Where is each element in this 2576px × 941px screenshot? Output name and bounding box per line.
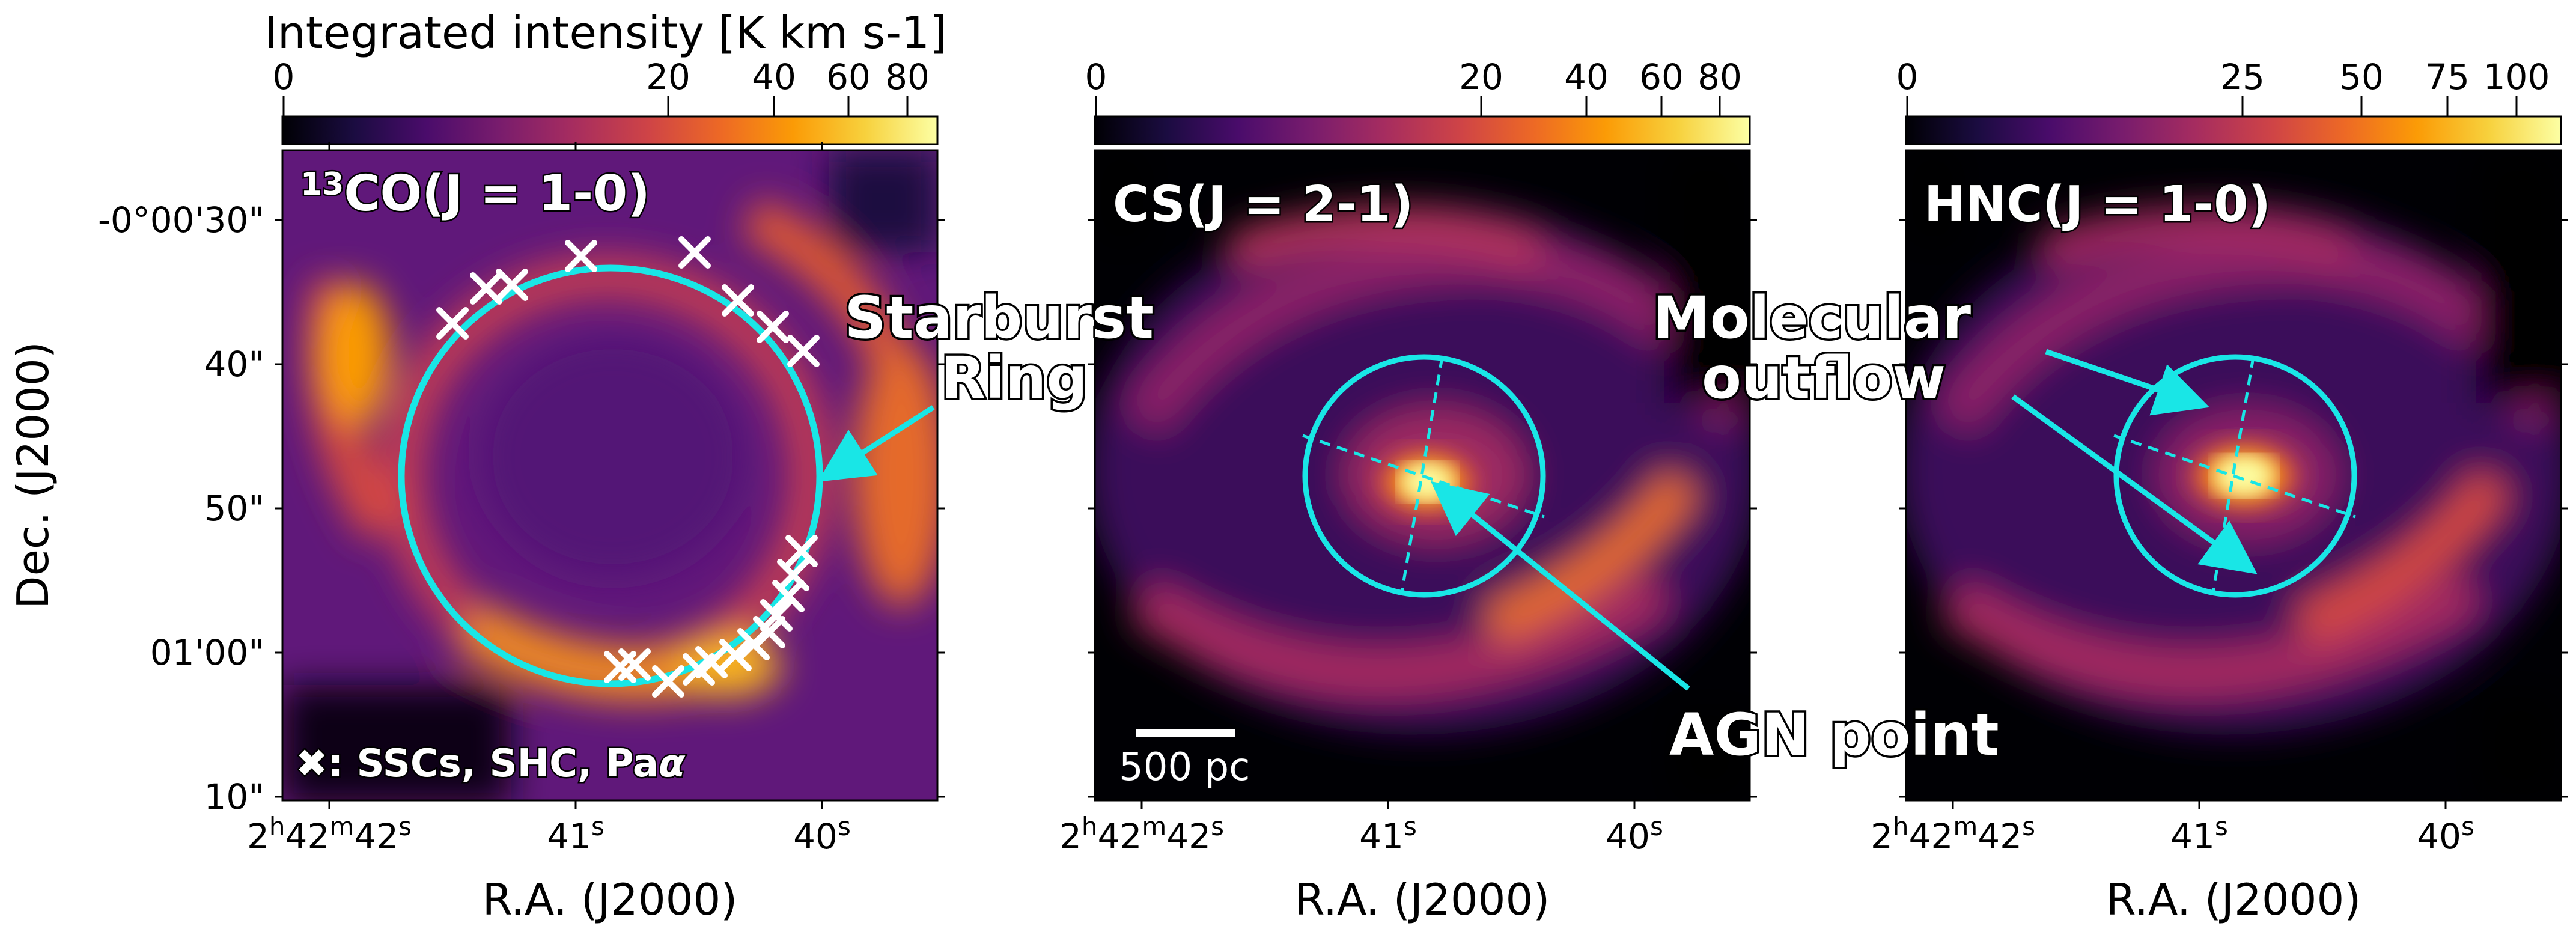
colorbar-title: Integrated intensity [K km s-1] [264, 7, 947, 59]
xtick-p3-40: 40s [2417, 812, 2474, 857]
xtick-p3-42: 2h42m42s [1871, 812, 2035, 857]
cbar2-tick-40: 40 [1564, 56, 1609, 97]
ssc-marker [652, 665, 684, 698]
xtick-p2-42: 2h42m42s [1059, 812, 1224, 857]
cbar3-tick-75: 75 [2425, 56, 2470, 97]
colorbar-panel3: 0 25 50 75 100 [1896, 56, 2562, 145]
cbar2-tick-0: 0 [1085, 56, 1107, 97]
arrow-outflow-2 [2011, 394, 2258, 574]
starburst-label-2: Ring [941, 344, 1088, 412]
ssc-marker [565, 240, 597, 272]
ssc-marker [496, 269, 528, 301]
ssc-legend: ✖: SSCs, SHC, Paα [296, 742, 686, 786]
arrow-starburst [817, 405, 935, 482]
ssc-legend-marker: ✖ [296, 742, 328, 786]
arrow-agn [1430, 481, 1690, 691]
cbar3-tick-100: 100 [2483, 56, 2550, 97]
xtick-p1-40: 40s [793, 812, 851, 857]
ssc-marker [737, 628, 770, 660]
cbar2-tick-80: 80 [1698, 56, 1742, 97]
ytick-10: 10" [204, 776, 264, 817]
panel3-label: HNC(J = 1-0) [1924, 176, 2271, 233]
arrow-outflow-1 [2045, 349, 2210, 416]
ssc-marker [678, 236, 711, 269]
map-hnc [1906, 150, 2561, 800]
hnc-ring-circle [2113, 354, 2357, 598]
x-ticks: 2h42m42s 41s 40s 2h42m42s 41s 40s 2h42m4… [247, 812, 2474, 857]
scalebar-label: 500 pc [1119, 745, 1250, 790]
panel-cs: 0 20 40 60 80 [1085, 56, 1757, 809]
cbar2-tick-60: 60 [1639, 56, 1684, 97]
y-axis-label: Dec. (J2000) [8, 341, 58, 609]
outflow-label-2: outflow [1702, 344, 1946, 412]
scalebar [1136, 729, 1235, 737]
ssc-marker [436, 307, 469, 340]
ssc-marker [760, 599, 793, 632]
xtick-p1-42: 2h42m42s [247, 812, 412, 857]
ssc-markers [436, 236, 820, 698]
ssc-marker [757, 311, 789, 343]
x-axis-label-p3: R.A. (J2000) [2106, 874, 2361, 925]
x-axis-label-p2: R.A. (J2000) [1295, 874, 1550, 925]
x-axis-label-p1: R.A. (J2000) [483, 874, 738, 925]
ssc-marker [722, 284, 754, 317]
ssc-marker [772, 580, 805, 612]
ssc-marker [785, 535, 818, 567]
cbar3-tick-50: 50 [2339, 56, 2384, 97]
cbar3-tick-0: 0 [1896, 56, 1919, 97]
cbar1-tick-0: 0 [273, 56, 295, 97]
ssc-marker [719, 639, 752, 671]
cbar3-tick-25: 25 [2220, 56, 2265, 97]
cs-axis-lines [1302, 356, 1545, 592]
outflow-label-1: Molecular [1652, 284, 1971, 352]
xtick-p2-41: 41s [1359, 812, 1417, 857]
ssc-marker [470, 272, 502, 305]
colorbar-panel1: 0 20 40 60 80 [273, 56, 939, 145]
cbar1-tick-40: 40 [752, 56, 796, 97]
ytick-50: 50" [204, 488, 264, 529]
panel-13co: 0 20 40 60 80 [8, 56, 945, 817]
xtick-p2-40: 40s [1606, 812, 1663, 857]
cbar1-tick-20: 20 [646, 56, 690, 97]
panel-hnc: 0 25 50 75 100 [1896, 56, 2568, 809]
panel1-label: 13CO(J = 1-0) [300, 165, 650, 222]
colorbar-panel2: 0 20 40 60 80 [1085, 56, 1751, 145]
agn-label: AGN point [1669, 701, 1999, 769]
cbar1-tick-60: 60 [826, 56, 871, 97]
starburst-label-1: Starburst [844, 284, 1154, 352]
panel2-label: CS(J = 2-1) [1113, 176, 1413, 233]
annotation-arrows [817, 349, 2258, 691]
ytick-30: -0°00'30" [98, 199, 264, 240]
xtick-p3-41: 41s [2170, 812, 2228, 857]
ytick-40: 40" [204, 344, 264, 385]
map-13co [282, 150, 937, 800]
cs-ring-circle [1302, 354, 1546, 598]
ssc-marker [787, 335, 820, 367]
cbar2-tick-20: 20 [1459, 56, 1503, 97]
ytick-0100: 01'00" [150, 632, 264, 673]
xtick-p1-41: 41s [547, 812, 604, 857]
ssc-marker [695, 646, 728, 678]
ssc-marker [604, 651, 636, 683]
cbar1-tick-80: 80 [885, 56, 930, 97]
